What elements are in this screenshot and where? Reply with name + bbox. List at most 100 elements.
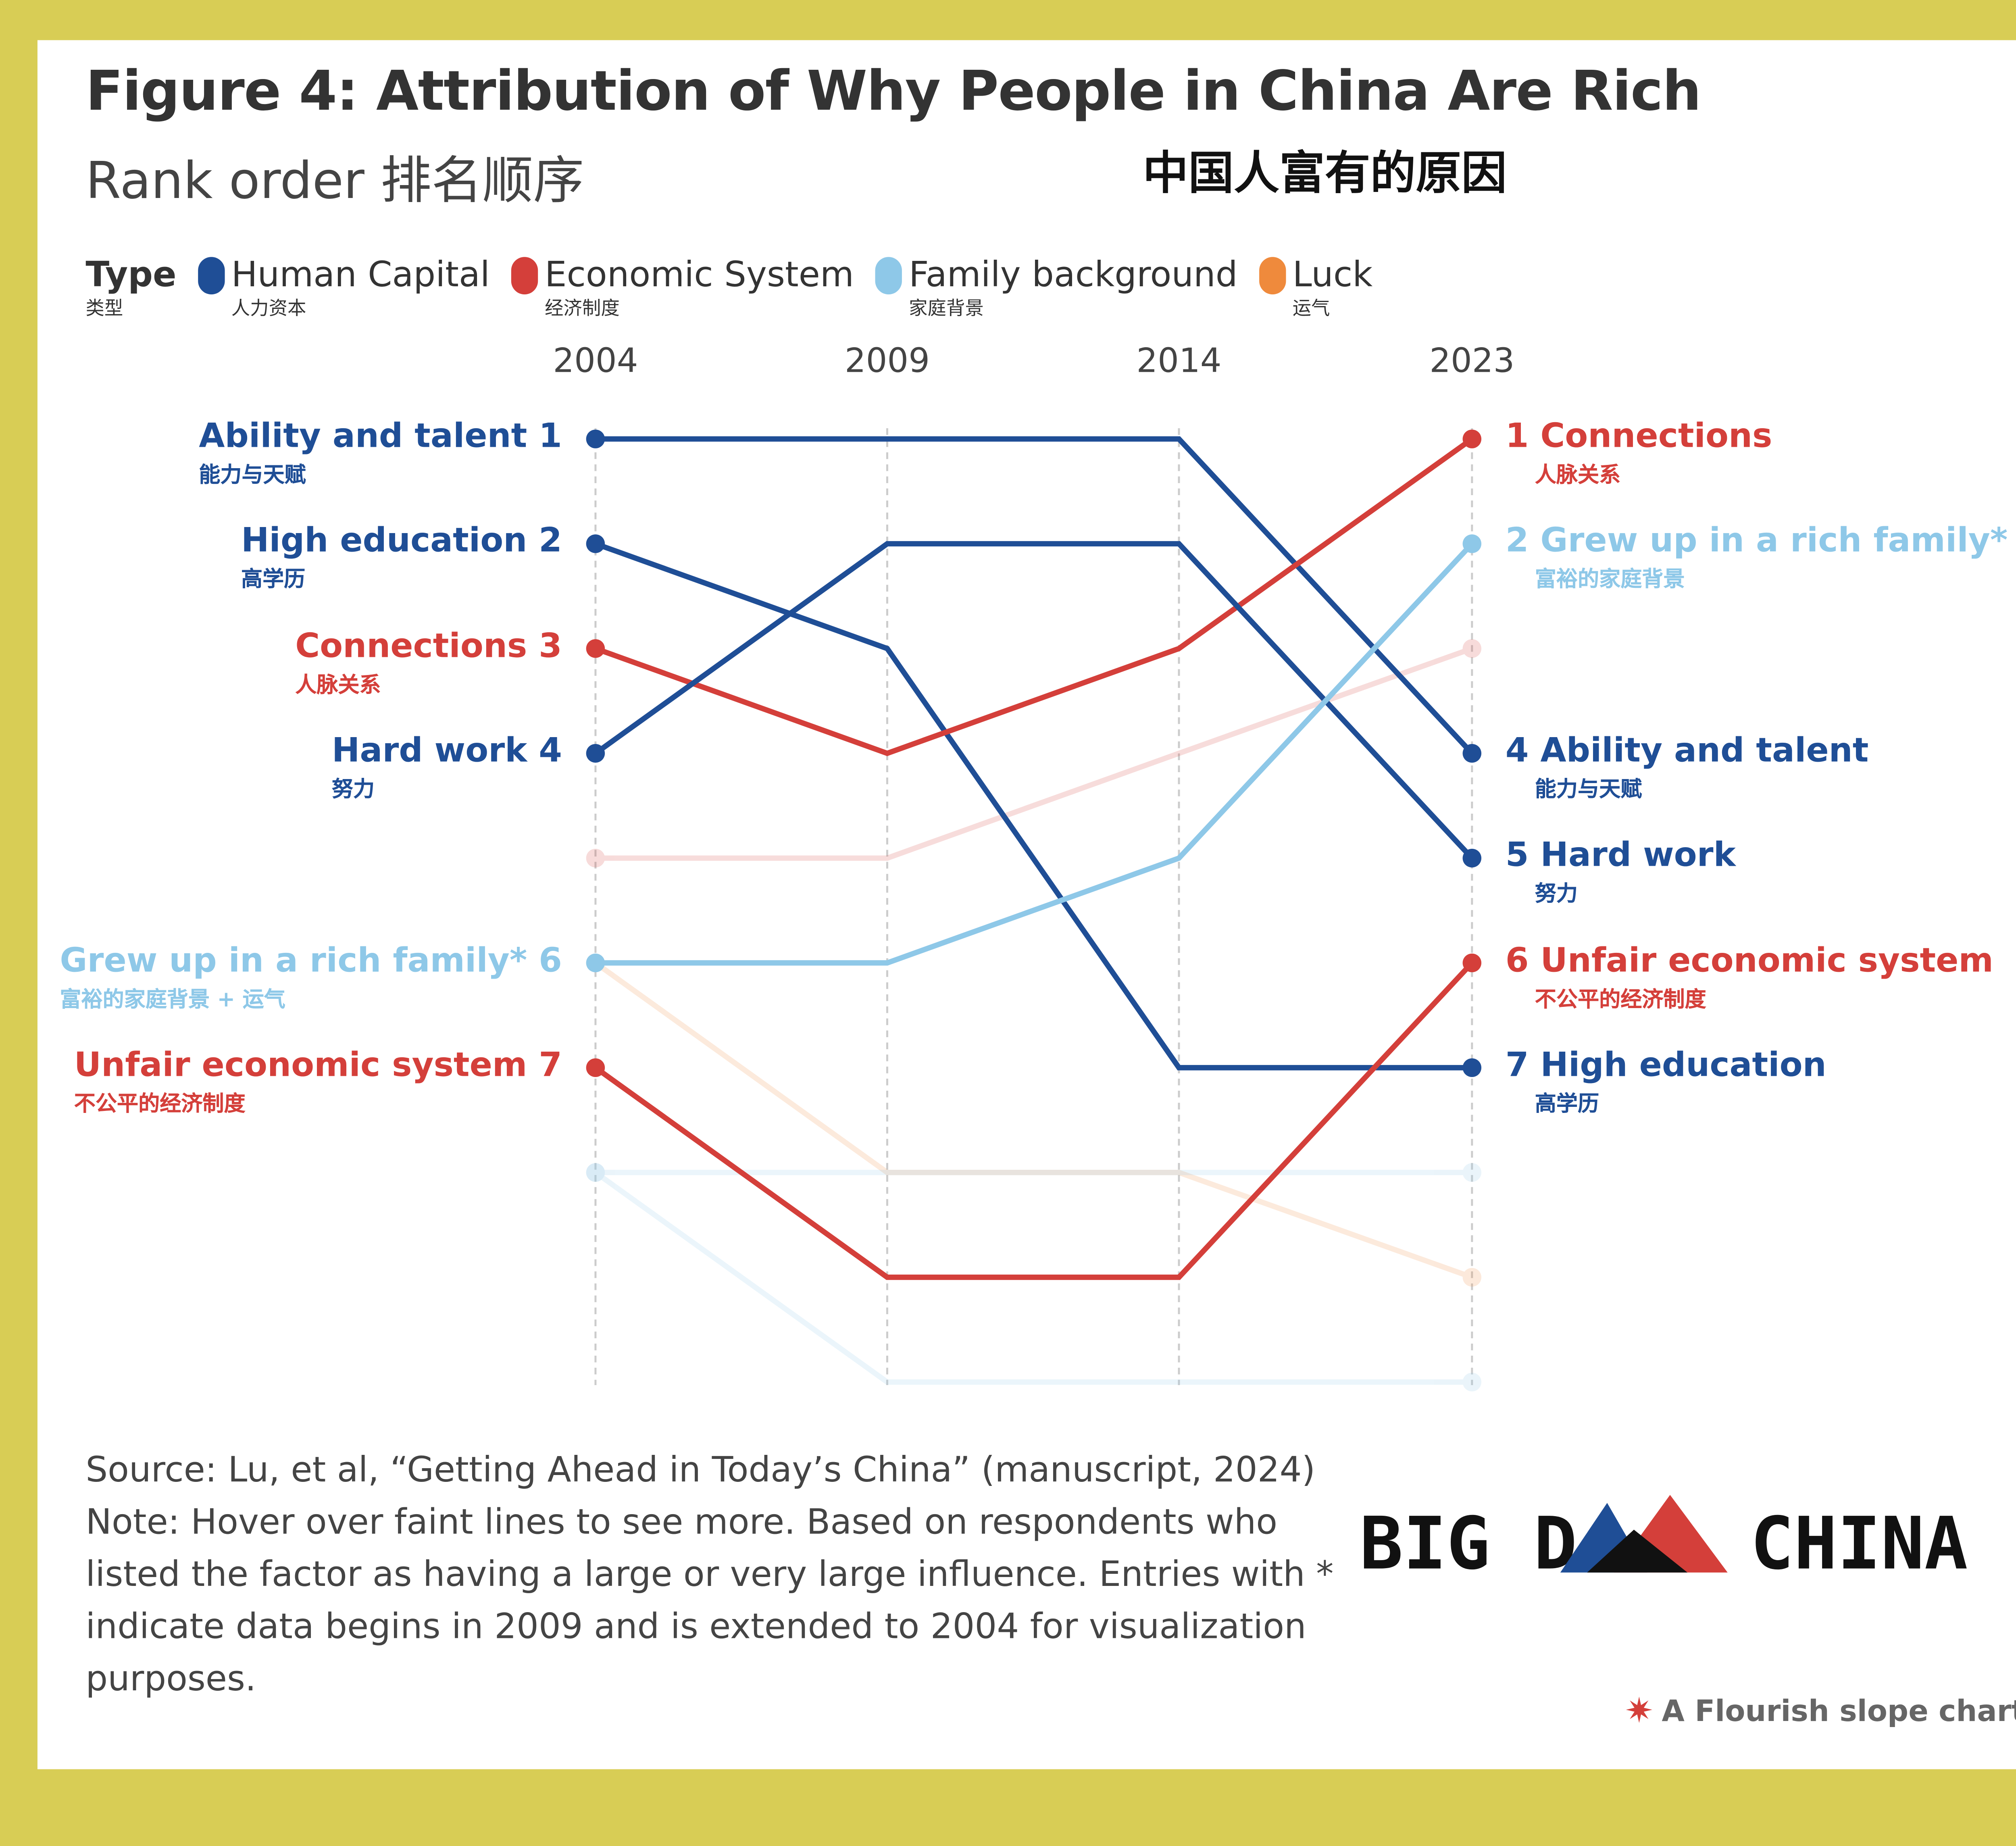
legend-item-family-background[interactable]: Family background 家庭背景 bbox=[875, 254, 1238, 321]
big-data-china-logo: BIG D CHINA bbox=[1360, 1495, 1968, 1586]
right-label: 6 Unfair economic system 不公平的经济制度 bbox=[1505, 940, 1993, 1014]
label-cn: 富裕的家庭背景 bbox=[1535, 566, 1685, 592]
series-point[interactable] bbox=[586, 953, 605, 973]
series-point[interactable] bbox=[586, 1163, 605, 1182]
series-point[interactable] bbox=[586, 534, 605, 553]
series-point[interactable] bbox=[1462, 848, 1482, 868]
source-text: Source: Lu, et al, “Getting Ahead in Tod… bbox=[85, 1450, 1316, 1491]
svg-text:BIG D: BIG D bbox=[1360, 1502, 1577, 1586]
label-cn: 能力与天赋 bbox=[1535, 776, 1642, 802]
flourish-icon: ✷ bbox=[1624, 1692, 1654, 1732]
svg-text:CHINA: CHINA bbox=[1750, 1502, 1968, 1586]
right-label: 2 Grew up in a rich family* 富裕的家庭背景 bbox=[1506, 522, 2008, 594]
legend-label: Family background bbox=[909, 255, 1238, 296]
left-label: Ability and talent 1 能力与天赋 bbox=[199, 417, 562, 490]
credit-text: A Flourish slope chart bbox=[1662, 1695, 2016, 1729]
series-point[interactable] bbox=[1462, 1058, 1482, 1077]
series-point[interactable] bbox=[1462, 1163, 1482, 1182]
label-cn: 人脉关系 bbox=[295, 671, 381, 697]
year-label-2009: 2009 bbox=[844, 341, 930, 380]
series-point[interactable] bbox=[586, 639, 605, 658]
label-en: Hard work 4 bbox=[331, 730, 562, 770]
legend-item-human-capital[interactable]: Human Capital 人力资本 bbox=[198, 254, 490, 321]
label-cn: 努力 bbox=[331, 776, 375, 802]
left-label: Unfair economic system 7 不公平的经济制度 bbox=[74, 1046, 562, 1119]
series-line[interactable] bbox=[594, 961, 1473, 1280]
series-family-background[interactable] bbox=[586, 1163, 1482, 1182]
legend-item-economic-system[interactable]: Economic System 经济制度 bbox=[511, 254, 854, 321]
label-cn: 努力 bbox=[1535, 881, 1578, 906]
series-point[interactable] bbox=[586, 429, 605, 448]
legend-label-cn: 运气 bbox=[1292, 298, 1330, 320]
left-label: Connections 3 人脉关系 bbox=[295, 627, 562, 699]
label-cn: 富裕的家庭背景 + 运气 bbox=[60, 986, 285, 1011]
flourish-credit[interactable]: ✷ A Flourish slope chart bbox=[1624, 1692, 2016, 1732]
legend-label-cn: 经济制度 bbox=[544, 298, 620, 320]
label-en: 5 Hard work bbox=[1505, 835, 1736, 874]
label-cn: 高学历 bbox=[241, 566, 306, 592]
series-point[interactable] bbox=[1462, 534, 1482, 553]
left-label: High education 2 高学历 bbox=[241, 522, 562, 594]
series-luck[interactable] bbox=[586, 953, 1482, 1287]
left-label: Grew up in a rich family* 6 富裕的家庭背景 + 运气 bbox=[60, 940, 562, 1014]
legend-swatch bbox=[198, 257, 225, 295]
figure-card: Figure 4: Attribution of Why People in C… bbox=[37, 40, 2016, 1769]
label-en: Unfair economic system 7 bbox=[74, 1045, 562, 1084]
series-line[interactable] bbox=[594, 541, 1472, 1071]
label-en: Grew up in a rich family* 6 bbox=[60, 940, 562, 979]
chart-title: Figure 4: Attribution of Why People in C… bbox=[85, 59, 1701, 123]
series-point[interactable] bbox=[1462, 953, 1482, 973]
label-en: 1 Connections bbox=[1505, 416, 1772, 455]
label-cn: 不公平的经济制度 bbox=[74, 1090, 246, 1116]
series-line[interactable] bbox=[594, 437, 1474, 756]
right-label: 4 Ability and talent 能力与天赋 bbox=[1505, 730, 1869, 804]
series-point[interactable] bbox=[1462, 639, 1482, 658]
year-label-2004: 2004 bbox=[553, 341, 638, 380]
series-connections[interactable] bbox=[586, 429, 1482, 756]
source-note: Source: Lu, et al, “Getting Ahead in Tod… bbox=[85, 1445, 1343, 1706]
legend-label-cn: 家庭背景 bbox=[909, 298, 984, 320]
series-point[interactable] bbox=[1462, 429, 1482, 448]
series-point[interactable] bbox=[586, 848, 605, 868]
label-en: 7 High education bbox=[1505, 1045, 1826, 1084]
label-cn: 不公平的经济制度 bbox=[1535, 986, 1706, 1011]
label-en: 2 Grew up in a rich family* bbox=[1505, 521, 2008, 560]
legend-label: Economic System bbox=[544, 255, 854, 296]
series-ability-and-talent[interactable] bbox=[586, 429, 1482, 763]
slope-chart bbox=[586, 428, 1482, 1392]
chart-subtitle: Rank order 排名顺序 bbox=[85, 151, 584, 210]
left-label: Hard work 4 努力 bbox=[331, 730, 562, 804]
series-point[interactable] bbox=[586, 1163, 605, 1182]
label-cn: 人脉关系 bbox=[1535, 462, 1621, 488]
series-economic-system[interactable] bbox=[586, 639, 1482, 868]
series-high-education[interactable] bbox=[586, 534, 1482, 1077]
series-point[interactable] bbox=[586, 744, 605, 763]
series-point[interactable] bbox=[586, 1058, 605, 1077]
label-en: Ability and talent 1 bbox=[199, 416, 562, 455]
note-text: Note: Hover over faint lines to see more… bbox=[85, 1503, 1334, 1700]
series-point[interactable] bbox=[1462, 744, 1482, 763]
legend-title: Type bbox=[85, 255, 177, 296]
legend: Type 类型 Human Capital 人力资本 Economic System… bbox=[85, 254, 1372, 321]
series-unfair-economic-system[interactable] bbox=[586, 953, 1482, 1280]
series-line[interactable] bbox=[594, 961, 1474, 1280]
series-line[interactable] bbox=[594, 1170, 1472, 1385]
label-en: 4 Ability and talent bbox=[1505, 730, 1869, 770]
series-line[interactable] bbox=[595, 646, 1473, 861]
series-point[interactable] bbox=[1462, 1268, 1482, 1287]
series-grew-up-in-a-rich-family-[interactable] bbox=[586, 534, 1482, 973]
legend-item-luck[interactable]: Luck 运气 bbox=[1259, 254, 1373, 321]
legend-swatch bbox=[511, 257, 538, 295]
series-family-background[interactable] bbox=[586, 1163, 1482, 1392]
legend-label: Human Capital bbox=[231, 255, 490, 296]
series-point[interactable] bbox=[1462, 1373, 1482, 1392]
right-label: 1 Connections 人脉关系 bbox=[1506, 417, 1772, 490]
label-cn: 能力与天赋 bbox=[199, 462, 306, 488]
label-en: 6 Unfair economic system bbox=[1505, 940, 1993, 979]
right-label: 7 High education 高学历 bbox=[1506, 1046, 1826, 1119]
legend-label: Luck bbox=[1292, 255, 1373, 296]
series-line[interactable] bbox=[595, 542, 1474, 966]
series-hard-work[interactable] bbox=[586, 541, 1482, 868]
series-line[interactable] bbox=[595, 436, 1474, 755]
